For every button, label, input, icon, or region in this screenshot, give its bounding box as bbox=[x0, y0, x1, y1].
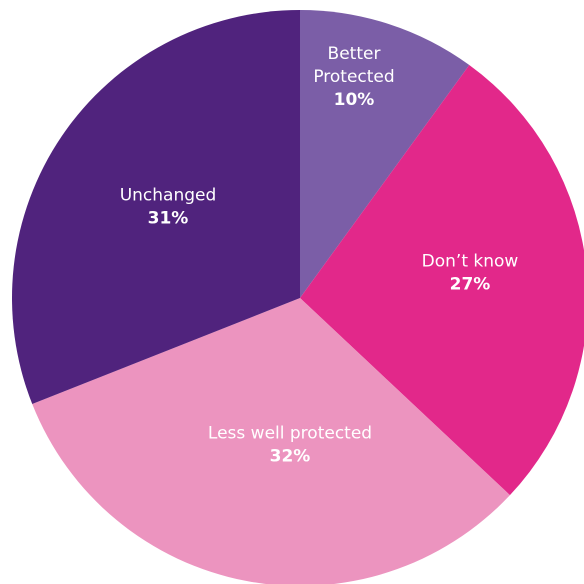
slice-percent-better-protected: 10% bbox=[334, 90, 375, 110]
pie-slice-don-t-know bbox=[300, 65, 584, 496]
slice-label-don-t-know: Don’t know bbox=[422, 252, 519, 272]
slice-percent-unchanged: 31% bbox=[148, 209, 189, 229]
pie-slices bbox=[11, 10, 584, 584]
slice-percent-less-well-protected: 32% bbox=[270, 447, 311, 467]
pie-labels: Better Protected 10% Don’t know 27% Less well… bbox=[120, 44, 519, 467]
pie-slice-unchanged bbox=[11, 10, 301, 405]
pie-slice-better-protected bbox=[300, 10, 470, 298]
slice-label-unchanged: Unchanged bbox=[120, 186, 217, 206]
slice-label-better-protected: Better bbox=[328, 44, 381, 64]
slice-label-less-well-protected: Less well protected bbox=[208, 424, 372, 444]
slice-percent-don-t-know: 27% bbox=[450, 275, 491, 295]
slice-label-better-protected: Protected bbox=[313, 67, 394, 87]
pie-slice-less-well-protected bbox=[32, 298, 510, 584]
